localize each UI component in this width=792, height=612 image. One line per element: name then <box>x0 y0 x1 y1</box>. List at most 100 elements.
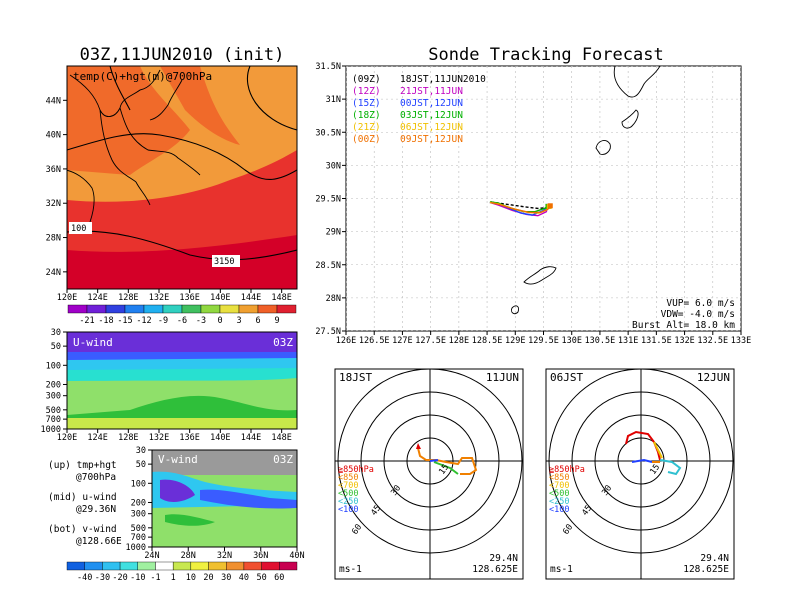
u-frame <box>66 331 298 430</box>
v-colorbar-swatch <box>208 561 227 571</box>
note-up-1: (up) tmp+hgt <box>48 460 117 471</box>
track-lat-label: 29N <box>326 228 341 238</box>
v-colorbar-swatch <box>172 561 192 571</box>
v-lat-label: 32N <box>217 551 232 561</box>
v-colorbar-label: -10 <box>130 573 145 583</box>
temp-colorbar-label: -6 <box>177 316 187 326</box>
track-legend: (09Z) 18JST,11JUN2010 (12Z) 21JST,11JUN (15Z… <box>352 74 486 145</box>
hodo2-ring-label-15: 15 <box>648 463 662 477</box>
track-legend-desc: 21JST,11JUN <box>400 86 463 97</box>
hodo-pressure-legend-item: <500 <box>338 489 358 499</box>
temp-colorbar-label: 3 <box>236 316 241 326</box>
temp-colorbar-label: 6 <box>255 316 260 326</box>
u-panel-label: U-wind <box>73 336 113 349</box>
track-lon-label: 127E <box>392 336 412 346</box>
hodo-pressure-legend-item: <850 <box>549 473 569 483</box>
island-amami <box>523 266 557 285</box>
temp-colorbar-swatch <box>162 304 183 314</box>
temp-colorbar-swatch <box>86 304 107 314</box>
hodograph-right: 06JST 12JUN 15 30 45 60 ≧850hPa<850<700<… <box>545 368 735 580</box>
v-colorbar-swatch <box>137 561 156 571</box>
param-vdw: VDW= -4.0 m/s <box>661 309 735 320</box>
island-north <box>613 66 661 98</box>
hodo1-ring-label-15: 15 <box>437 463 451 477</box>
temp-lon-label: 128E <box>118 293 138 303</box>
temp-lat-label: 24N <box>46 268 61 278</box>
temp-band-upper <box>67 66 190 175</box>
u-lon-label: 128E <box>118 433 138 443</box>
temp-lon-label: 120E <box>57 293 77 303</box>
hodo2-unit: ms-1 <box>550 564 573 575</box>
u-p-label: 300 <box>46 392 61 402</box>
track-lon-label: 130.5E <box>585 336 616 346</box>
height-contour-mid <box>67 133 297 180</box>
track-lon-label: 129E <box>505 336 525 346</box>
temp-colorbar-label: -18 <box>98 316 113 326</box>
temp-colorbar-swatch <box>124 304 145 314</box>
temp-panel-label: temp(C)+hgt(m)@700hPa <box>73 70 212 83</box>
u-lon-label: 148E <box>271 433 291 443</box>
hodo2-trace-cyan <box>659 459 682 476</box>
u-lon-label: 136E <box>179 433 199 443</box>
track-lon-label: 133E <box>731 336 751 346</box>
track-lat-label: 30N <box>326 161 341 171</box>
track-map: 31.5N 31N 30.5N 30N 29.5N 29N 28.5N 28N 27.5N 12… <box>315 62 751 346</box>
temp-lat-ticks: 44N 40N 36N 32N 28N 24N <box>46 96 67 278</box>
track-series-line <box>490 201 551 214</box>
height-contour-upper <box>109 66 297 131</box>
temp-lon-label: 140E <box>210 293 230 303</box>
hodo1-date: 11JUN <box>486 371 519 384</box>
v-colorbar-label: 20 <box>203 573 213 583</box>
track-legend-desc: 03JST,12JUN <box>400 110 463 121</box>
track-lat-label: 28N <box>326 294 341 304</box>
u-lon-label: 144E <box>241 433 261 443</box>
note-mid-2: @29.36N <box>76 504 116 515</box>
hodo1-unit: ms-1 <box>339 564 362 575</box>
hodo1-trace-blue <box>429 459 439 462</box>
island-tanegashima <box>595 140 611 155</box>
track-lat-label: 27.5N <box>315 327 341 337</box>
temp-colorbar-swatch <box>238 304 259 314</box>
v-colorbar-label: 40 <box>239 573 249 583</box>
temp-colorbar-label: -21 <box>79 316 94 326</box>
u-lon-label: 124E <box>87 433 107 443</box>
hodo1-ring-label-45: 45 <box>369 504 383 518</box>
track-series-marker <box>547 203 553 209</box>
contour-label-bg-100 <box>69 222 92 234</box>
track-legend-desc: 09JST,12JUN <box>400 134 463 145</box>
temp-lon-ticks: 120E 124E 128E 132E 136E 140E 144E 148E <box>57 289 292 303</box>
temp-colorbar-swatch <box>67 304 88 314</box>
v-colorbar-swatch <box>102 561 121 571</box>
island-yakushima <box>621 109 639 129</box>
u-p-label: 30 <box>51 328 61 338</box>
v-colorbar-label: -40 <box>77 573 92 583</box>
track-legend-desc: 06JST,12JUN <box>400 122 463 133</box>
u-p-label: 500 <box>46 406 61 416</box>
temp-lon-label: 144E <box>241 293 261 303</box>
temp-colorbar-label: 0 <box>217 316 222 326</box>
hodo1-lat: 29.4N <box>489 553 518 564</box>
track-lat-label: 31.5N <box>315 62 341 72</box>
v-p-label: 1000 <box>126 543 146 553</box>
v-p-label: 30 <box>136 446 146 456</box>
v-p-label: 300 <box>131 510 146 520</box>
hodo2-ring-label-30: 30 <box>600 484 614 498</box>
island-tokunoshima <box>511 305 519 315</box>
hodo2-frame <box>545 368 735 580</box>
hodo2-time: 06JST <box>550 371 583 384</box>
temp-lat-label: 36N <box>46 165 61 175</box>
u-p-label: 1000 <box>41 425 61 435</box>
u-lon-label: 120E <box>57 433 77 443</box>
track-lat-ticks: 31.5N 31N 30.5N 30N 29.5N 29N 28.5N 28N 27.5N <box>315 62 346 337</box>
temp-lon-label: 132E <box>149 293 169 303</box>
hodo2-lon: 128.625E <box>683 564 729 575</box>
track-lon-label: 130E <box>561 336 581 346</box>
hodo-pressure-legend-item: <100 <box>549 505 569 515</box>
hodo-pressure-legend-item: ≧850hPa <box>338 465 374 475</box>
track-lat-label: 30.5N <box>315 128 341 138</box>
hodo-pressure-legend-item: <500 <box>549 489 569 499</box>
v-lat-label: 24N <box>144 551 159 561</box>
